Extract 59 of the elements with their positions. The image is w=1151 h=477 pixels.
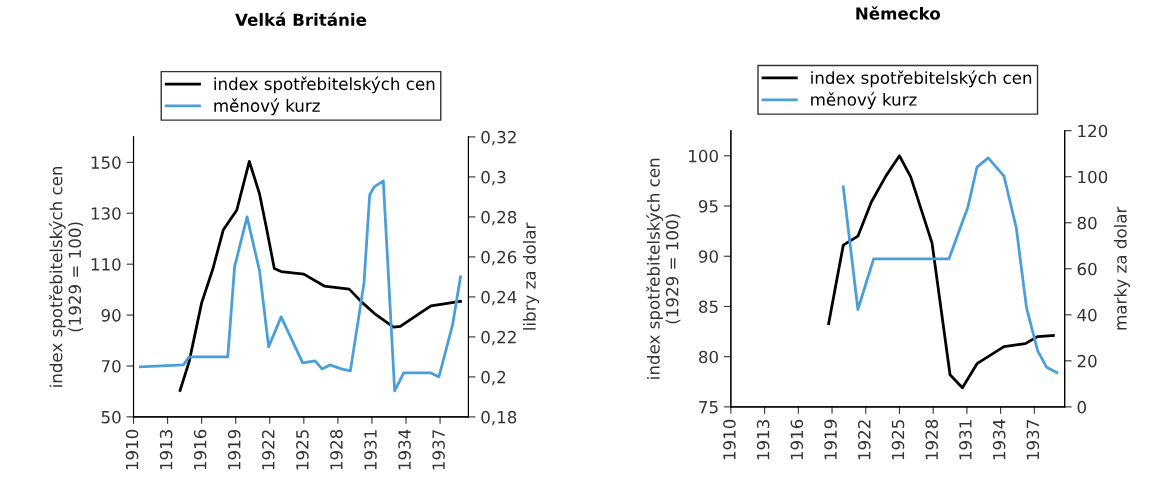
x-tick-label: 1928	[330, 429, 343, 470]
y-tick-label: 85	[699, 300, 718, 314]
y-tick-label: 110	[91, 258, 121, 271]
x-tick-label: 1922	[261, 430, 275, 470]
y-tick-label: 80	[699, 350, 718, 364]
y-tick-label: 130	[91, 207, 121, 220]
x-tick-label: 1937	[432, 430, 445, 470]
x-tick-label: 1916	[790, 419, 804, 460]
y2-axis-title: marky za dolar	[1113, 206, 1130, 330]
y2-tick-label: 0,32	[481, 130, 516, 146]
legend-label: měnový kurz	[214, 98, 320, 116]
y2-axis-title: libry za dolar	[522, 222, 540, 330]
y2-tick-label: 0,28	[481, 210, 517, 226]
y-tick-label: 70	[101, 359, 121, 373]
x-tick-label: 1925	[891, 420, 905, 460]
y2-tick-label: 80	[1077, 216, 1097, 230]
y-axis-title: index spotřebitelských cen (1929 = 100)	[646, 158, 681, 379]
y2-tick-label: 0,3	[481, 170, 506, 186]
x-tick-label: 1919	[824, 419, 837, 460]
line-series	[178, 159, 462, 392]
line-series	[138, 179, 462, 393]
x-tick-label: 1925	[296, 430, 309, 470]
y-tick-label: 95	[698, 199, 718, 213]
y-tick-label: 90	[698, 250, 718, 263]
y2-tick-label: 100	[1078, 170, 1108, 184]
y2-tick-label: 0,24	[481, 290, 517, 306]
y2-tick-label: 0,26	[481, 250, 517, 266]
x-tick-label: 1916	[193, 429, 207, 470]
y2-tick-label: 40	[1077, 308, 1097, 322]
y-tick-label: 100	[689, 149, 718, 163]
x-tick-label: 1919	[227, 429, 241, 470]
chart-title: Velká Británie	[235, 12, 367, 27]
x-tick-label: 1913	[756, 420, 770, 460]
y2-tick-label: 0,22	[481, 330, 516, 346]
y2-tick-label: 60	[1077, 262, 1097, 276]
legend-label: index spotřebitelských cen	[811, 70, 1032, 88]
x-tick-label: 1913	[159, 430, 173, 470]
y2-tick-label: 0,18	[481, 410, 517, 426]
x-tick-label: 1934	[992, 419, 1006, 460]
y2-tick-label: 20	[1077, 354, 1097, 368]
y-tick-label: 50	[101, 410, 121, 424]
chart-title: Německo	[856, 6, 941, 20]
y-tick-label: 150	[91, 156, 121, 169]
x-tick-label: 1931	[959, 420, 972, 460]
y2-tick-label: 0	[1077, 400, 1086, 414]
x-tick-label: 1910	[125, 429, 139, 470]
x-tick-label: 1934	[398, 429, 411, 470]
x-tick-label: 1910	[723, 419, 736, 460]
legend-label: měnový kurz	[811, 92, 917, 110]
legend-label: index spotřebitelských cen	[214, 76, 435, 94]
x-tick-label: 1931	[364, 430, 377, 470]
y-tick-label: 75	[699, 401, 718, 414]
x-tick-label: 1928	[925, 419, 939, 460]
y-tick-label: 90	[101, 309, 121, 322]
x-tick-label: 1937	[1026, 420, 1040, 460]
y-axis-title: index spotřebitelských cen (1929 = 100)	[48, 166, 84, 387]
y2-tick-label: 0,2	[481, 370, 506, 386]
y2-tick-label: 120	[1078, 124, 1108, 138]
x-tick-label: 1922	[857, 420, 871, 460]
